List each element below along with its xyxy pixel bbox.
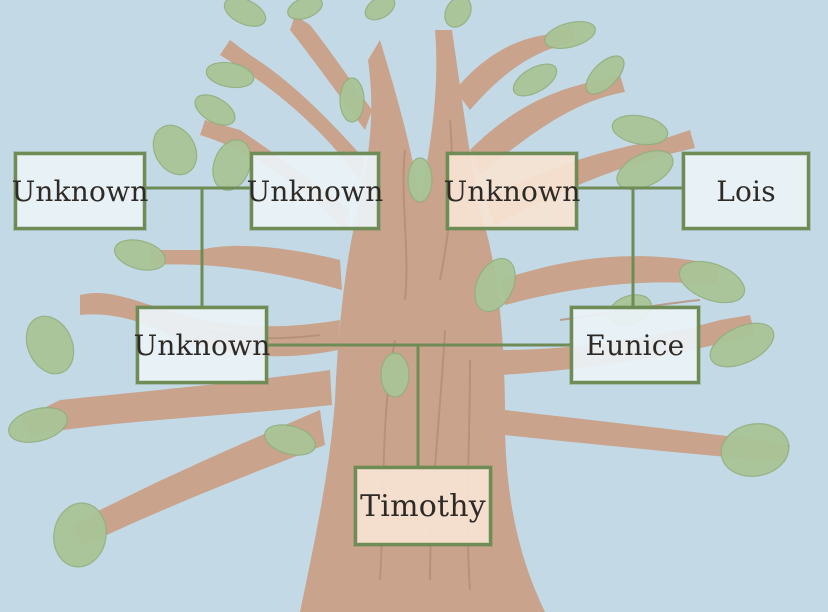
grandparent-box-maternal-1: Unknown (443, 152, 581, 230)
connector-lines (144, 186, 684, 468)
grandparent-box-paternal-2: Unknown (247, 152, 383, 230)
grandparent-name: Unknown (246, 174, 384, 208)
child-box-timothy: Timothy (354, 466, 492, 546)
grandparent-box-paternal-1: Unknown (11, 152, 149, 230)
grandparent-box-lois: Lois (682, 152, 810, 230)
child-name: Timothy (360, 488, 486, 524)
parent-name: Unknown (133, 328, 271, 362)
parent-box-father: Unknown (133, 306, 271, 384)
grandparent-name: Unknown (443, 174, 581, 208)
parent-name: Eunice (585, 328, 685, 362)
tree-leaves (8, 0, 790, 568)
grandparent-name: Lois (716, 174, 776, 208)
parent-box-eunice: Eunice (570, 306, 700, 384)
grandparent-name: Unknown (11, 174, 149, 208)
